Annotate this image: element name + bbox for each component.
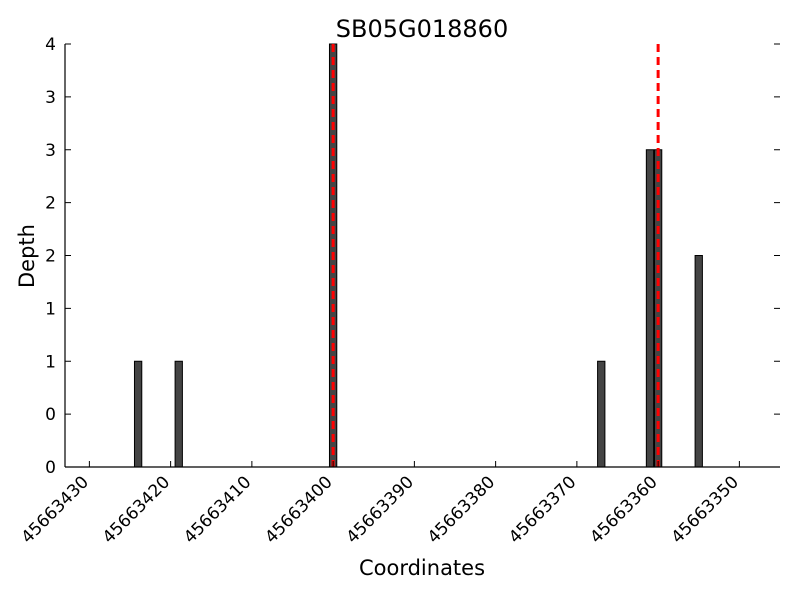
chart-title: SB05G018860 — [336, 15, 508, 43]
axes-group — [64, 44, 780, 468]
y-tick-label: 2 — [45, 247, 56, 267]
bar — [597, 360, 606, 468]
x-axis-label: Coordinates — [359, 556, 485, 580]
y-ticks-group: 0 0 1 1 2 2 3 3 4 — [45, 35, 780, 478]
x-tick-label: 45663430 — [18, 472, 93, 547]
bar — [645, 149, 655, 468]
marker-lines-group — [331, 44, 660, 467]
x-ticks-group: 45663430 45663420 45663410 45663400 45663390… — [18, 461, 743, 548]
bar — [174, 360, 183, 468]
y-axis-label: Depth — [15, 224, 39, 288]
x-tick-label: 45663380 — [424, 472, 499, 547]
bar — [133, 360, 143, 468]
x-tick-label: 45663360 — [586, 472, 661, 547]
y-tick-label: 1 — [45, 299, 56, 319]
x-tick-label: 45663370 — [505, 472, 580, 547]
y-tick-label: 3 — [45, 88, 56, 108]
y-tick-label: 0 — [45, 458, 56, 478]
bar — [694, 255, 703, 468]
y-tick-label: 2 — [45, 194, 56, 214]
y-tick-label: 0 — [45, 405, 56, 425]
x-tick-label: 45663420 — [99, 472, 174, 547]
x-tick-label: 45663410 — [180, 472, 255, 547]
y-tick-label: 1 — [45, 352, 56, 372]
x-tick-label: 45663350 — [668, 472, 743, 547]
y-tick-label: 3 — [45, 141, 56, 161]
x-tick-label: 45663400 — [261, 472, 336, 547]
x-tick-label: 45663390 — [343, 472, 418, 547]
bars-group — [133, 43, 703, 468]
y-tick-label: 4 — [45, 35, 56, 55]
